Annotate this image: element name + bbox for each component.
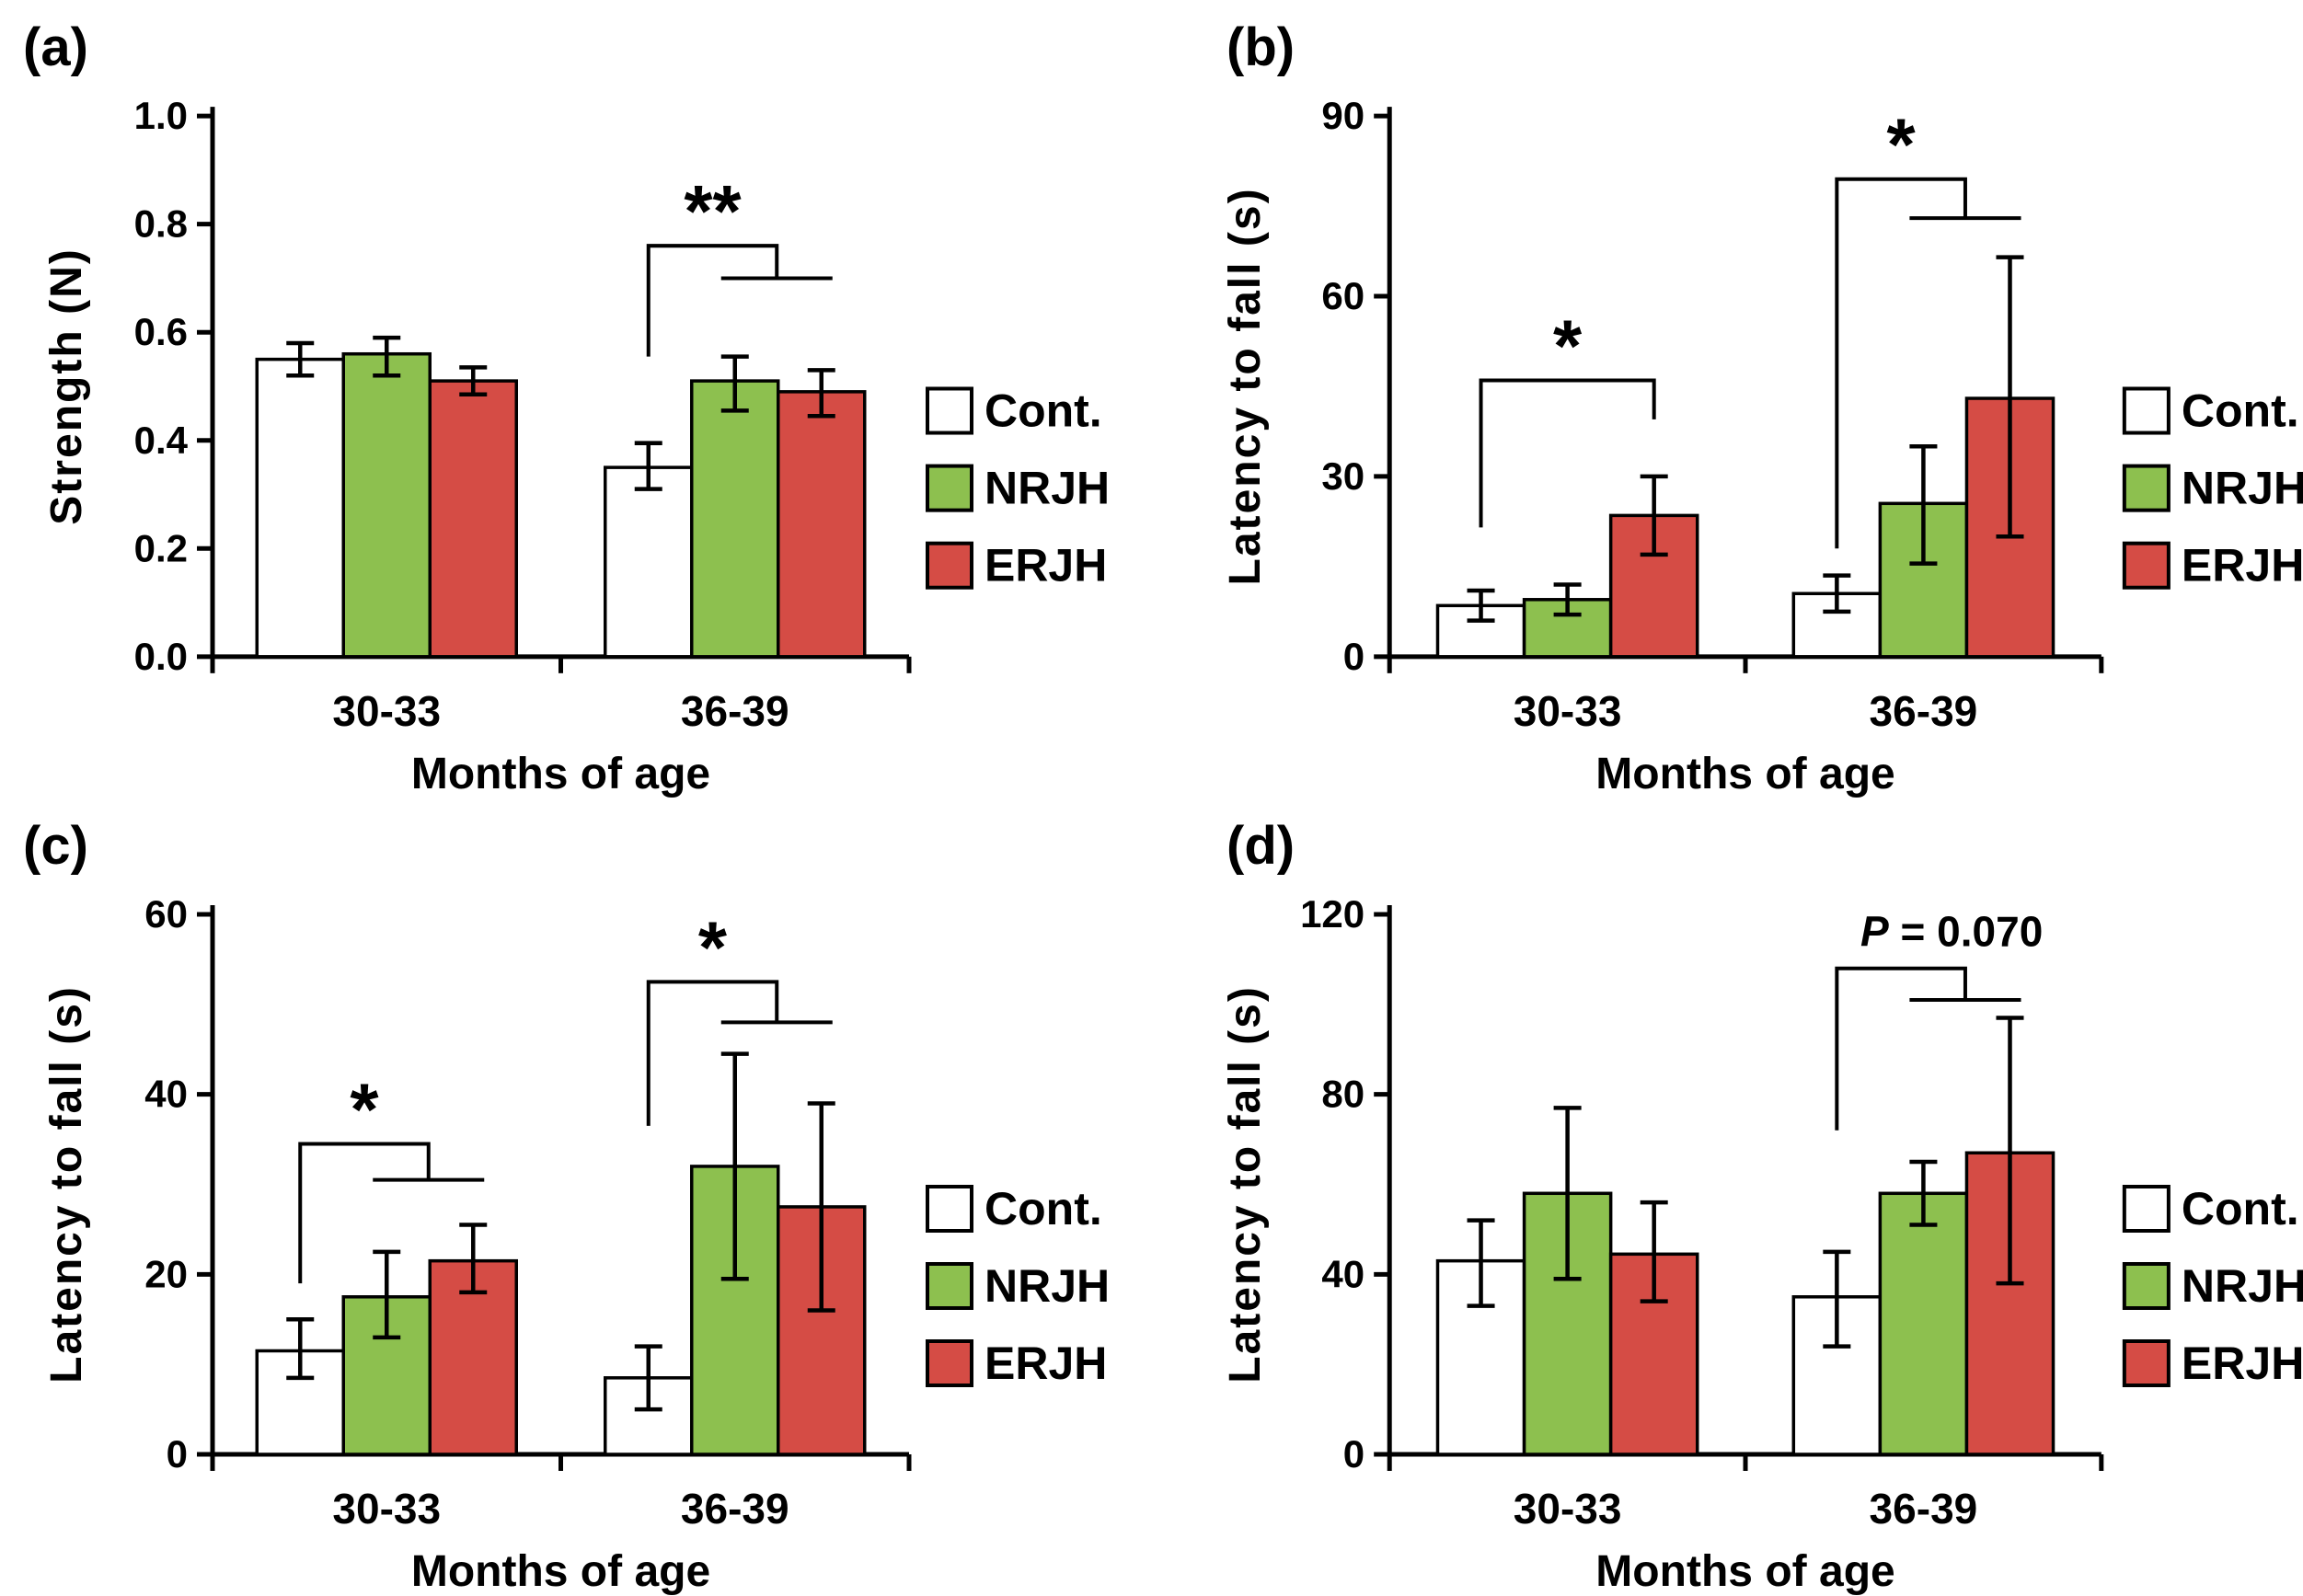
legend-label-cont: Cont. — [2182, 385, 2299, 437]
legend-label-erjh: ERJH — [985, 1338, 1107, 1389]
y-tick-label: 0 — [1343, 635, 1365, 678]
legend-label-cont: Cont. — [985, 385, 1102, 437]
x-category-label: 36-39 — [681, 687, 789, 735]
x-category-label: 36-39 — [681, 1485, 789, 1533]
y-tick-label: 0.2 — [134, 526, 188, 569]
bar-NRJH-30-33 — [1522, 1191, 1613, 1456]
bar-NRJH-36-39 — [1878, 501, 1969, 659]
latency-bar-chart-c: 0 20 40 60 30-33 36-39 Latency to fall (s) Mont… — [42, 892, 1110, 1596]
legend-label-nrjh: NRJH — [985, 463, 1110, 514]
legend-swatch-nrjh — [926, 464, 973, 512]
legend-swatch-cont — [2122, 1185, 2171, 1233]
y-axis-title: Latency to fall (s) — [1221, 187, 1270, 585]
significance-bracket — [298, 1142, 431, 1284]
y-tick-label: 0.0 — [134, 635, 188, 678]
significance-stars: ** — [684, 170, 742, 252]
panel-c: (c) 0 20 40 60 30-33 36-39 Latency to fall (s)… — [0, 798, 1151, 1596]
bar-NRJH-36-39 — [690, 379, 780, 659]
latency-bar-chart-d: 0 40 80 120 30-33 36-39 Latency to fall (s) Mon… — [1221, 892, 2303, 1596]
y-axis-title: Latency to fall (s) — [42, 985, 91, 1384]
y-axis-title: Strength (N) — [42, 247, 91, 525]
significance-bracket — [1835, 177, 1967, 549]
y-tick-label: 0.6 — [134, 310, 188, 353]
panel-d: (d) 0 40 80 120 30-33 36-39 Latency to fall (s… — [1151, 798, 2303, 1596]
x-category-label: 30-33 — [332, 1485, 441, 1533]
x-axis-title: Months of age — [411, 1547, 710, 1596]
significance-bracket — [646, 244, 779, 357]
legend-swatch-cont — [2122, 386, 2171, 435]
significance-p-value: P = 0.070 — [1860, 908, 2043, 956]
panel-d-label: (d) — [1226, 816, 1295, 876]
y-axis-title: Latency to fall (s) — [1221, 985, 1270, 1384]
significance-stars: * — [698, 906, 728, 988]
y-tick-label: 0 — [167, 1432, 188, 1475]
y-tick-label: 30 — [1321, 454, 1365, 498]
x-axis-title: Months of age — [1595, 750, 1894, 798]
y-tick-label: 0 — [1343, 1432, 1365, 1475]
x-axis-title: Months of age — [411, 750, 710, 798]
panel-b: (b) 0 30 60 90 30-33 36-39 Latency to fall (s)… — [1151, 0, 2303, 798]
bar-NRJH-36-39 — [1878, 1191, 1969, 1456]
legend-label-erjh: ERJH — [2182, 540, 2303, 591]
y-tick-label: 80 — [1321, 1073, 1365, 1116]
legend-swatch-nrjh — [2122, 1262, 2171, 1310]
legend-swatch-erjh — [2122, 541, 2171, 590]
x-category-label: 36-39 — [1870, 687, 1978, 735]
y-tick-label: 20 — [144, 1252, 188, 1295]
y-tick-label: 0.8 — [134, 202, 188, 246]
strength-bar-chart: 0.0 0.2 0.4 0.6 0.8 1.0 30-33 36-39 Strength (N)… — [42, 94, 1110, 798]
significance-stars: * — [350, 1068, 379, 1150]
significance-stars: * — [1887, 104, 1917, 186]
legend-swatch-nrjh — [2122, 464, 2171, 512]
x-category-label: 30-33 — [1514, 687, 1622, 735]
significance-stars: * — [1553, 304, 1583, 386]
legend-swatch-erjh — [926, 1339, 973, 1387]
panel-b-label: (b) — [1226, 17, 1295, 77]
legend-label-erjh: ERJH — [985, 540, 1107, 591]
legend-label-erjh: ERJH — [2182, 1338, 2303, 1389]
bar-Cont-36-39 — [604, 465, 694, 659]
y-tick-label: 120 — [1300, 892, 1365, 936]
x-axis-title: Months of age — [1595, 1547, 1894, 1596]
y-tick-label: 1.0 — [134, 94, 188, 137]
panel-a: (a) 0.0 0.2 0.4 0.6 0.8 1.0 30-33 36-39 Strength… — [0, 0, 1151, 798]
legend-swatch-erjh — [926, 541, 973, 590]
legend-label-nrjh: NRJH — [2182, 1260, 2303, 1312]
legend-label-nrjh: NRJH — [985, 1260, 1110, 1312]
significance-bracket — [646, 980, 779, 1126]
bar-Cont-30-33 — [255, 357, 345, 659]
x-category-label: 36-39 — [1870, 1485, 1978, 1533]
legend-swatch-cont — [926, 386, 973, 435]
x-category-label: 30-33 — [1514, 1485, 1622, 1533]
significance-bracket — [1479, 378, 1656, 528]
legend-swatch-nrjh — [926, 1262, 973, 1310]
bar-ERJH-30-33 — [428, 379, 518, 659]
bar-NRJH-30-33 — [341, 351, 432, 659]
legend-label-nrjh: NRJH — [2182, 463, 2303, 514]
y-tick-label: 40 — [1321, 1252, 1365, 1295]
significance-bracket — [1835, 966, 1967, 1131]
panel-a-label: (a) — [23, 17, 88, 77]
panel-c-label: (c) — [23, 816, 88, 876]
legend-swatch-erjh — [2122, 1339, 2171, 1387]
y-tick-label: 60 — [144, 892, 188, 936]
y-tick-label: 0.4 — [134, 419, 189, 462]
y-tick-label: 40 — [144, 1073, 188, 1116]
y-tick-label: 90 — [1321, 94, 1365, 137]
legend-swatch-cont — [926, 1185, 973, 1233]
bar-ERJH-36-39 — [777, 390, 867, 659]
legend-label-cont: Cont. — [985, 1183, 1102, 1234]
y-tick-label: 60 — [1321, 274, 1365, 317]
rotarod-latency-bar-chart-b: 0 30 60 90 30-33 36-39 Latency to fall (s) Mont… — [1221, 94, 2303, 798]
legend-label-cont: Cont. — [2182, 1183, 2299, 1234]
x-category-label: 30-33 — [332, 687, 441, 735]
